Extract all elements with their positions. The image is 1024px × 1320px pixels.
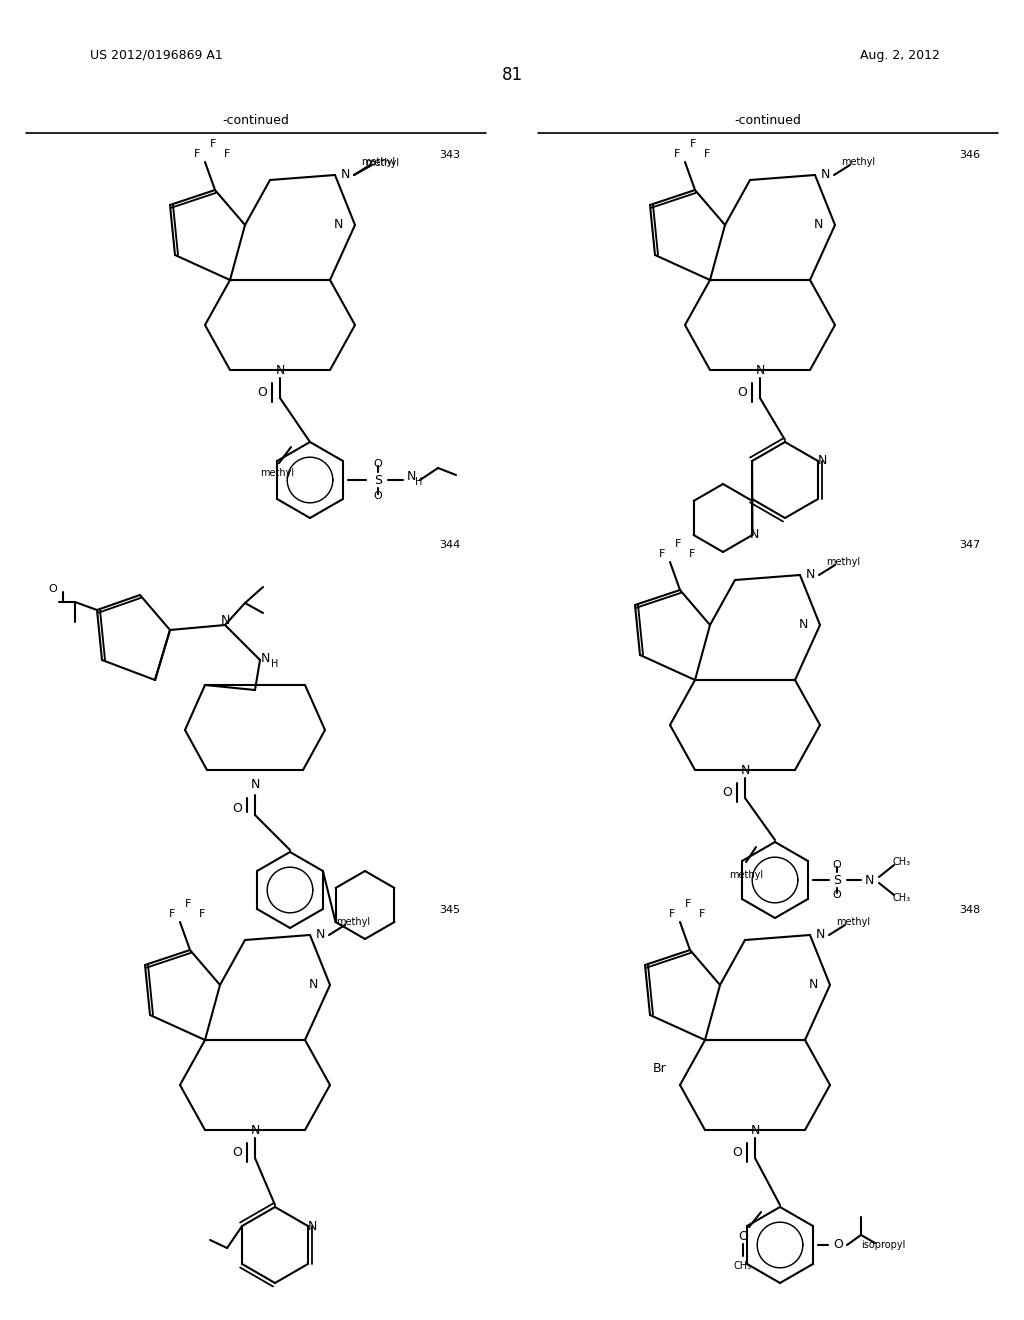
Text: 347: 347 [958, 540, 980, 550]
Text: S: S [833, 874, 841, 887]
Text: N: N [756, 363, 765, 376]
Text: methyl: methyl [729, 870, 763, 880]
Text: CH₃: CH₃ [893, 894, 911, 903]
Text: US 2012/0196869 A1: US 2012/0196869 A1 [90, 49, 223, 62]
Text: CH₃: CH₃ [893, 857, 911, 867]
Text: methyl: methyl [336, 917, 370, 927]
Text: 345: 345 [439, 906, 460, 915]
Text: O: O [738, 1230, 748, 1242]
Text: N: N [805, 569, 815, 582]
Text: O: O [833, 861, 842, 870]
Text: O: O [732, 1147, 742, 1159]
Text: O: O [833, 890, 842, 900]
Text: methyl: methyl [365, 158, 399, 168]
Text: O: O [232, 801, 242, 814]
Text: 348: 348 [958, 906, 980, 915]
Text: 346: 346 [958, 150, 980, 160]
Text: N: N [808, 978, 818, 991]
Text: O: O [257, 387, 267, 400]
Text: F: F [675, 539, 681, 549]
Text: methyl: methyl [841, 157, 876, 168]
Text: F: F [169, 909, 175, 919]
Text: O: O [374, 491, 382, 502]
Text: N: N [815, 928, 824, 941]
Text: N: N [250, 779, 260, 792]
Text: 343: 343 [439, 150, 460, 160]
Text: 81: 81 [502, 66, 522, 84]
Text: F: F [685, 899, 691, 909]
Text: methyl: methyl [360, 157, 395, 168]
Text: Aug. 2, 2012: Aug. 2, 2012 [860, 49, 940, 62]
Text: isopropyl: isopropyl [861, 1239, 905, 1250]
Text: N: N [315, 928, 325, 941]
Text: Br: Br [653, 1061, 667, 1074]
Text: -continued: -continued [734, 114, 802, 127]
Text: F: F [224, 149, 230, 158]
Text: methyl: methyl [260, 469, 294, 478]
Text: O: O [374, 459, 382, 469]
Text: F: F [199, 909, 205, 919]
Text: N: N [407, 470, 416, 483]
Text: F: F [689, 549, 695, 558]
Text: N: N [250, 1123, 260, 1137]
Text: N: N [751, 1123, 760, 1137]
Text: H: H [271, 659, 279, 669]
Text: N: N [275, 363, 285, 376]
Text: F: F [669, 909, 675, 919]
Text: methyl: methyl [826, 557, 860, 568]
Text: N: N [334, 219, 343, 231]
Text: -continued: -continued [222, 114, 290, 127]
Text: F: F [698, 909, 706, 919]
Text: H: H [416, 477, 423, 487]
Text: O: O [48, 583, 57, 594]
Text: N: N [340, 169, 349, 181]
Text: N: N [799, 619, 808, 631]
Text: N: N [820, 169, 829, 181]
Text: N: N [864, 874, 873, 887]
Text: N: N [308, 978, 317, 991]
Text: O: O [737, 387, 746, 400]
Text: N: N [750, 528, 759, 541]
Text: O: O [834, 1238, 843, 1251]
Text: F: F [703, 149, 711, 158]
Text: N: N [260, 652, 269, 664]
Text: F: F [674, 149, 680, 158]
Text: F: F [194, 149, 200, 158]
Text: N: N [220, 614, 229, 627]
Text: F: F [658, 549, 666, 558]
Text: N: N [818, 454, 827, 467]
Text: F: F [184, 899, 191, 909]
Text: F: F [210, 139, 216, 149]
Text: S: S [374, 474, 382, 487]
Text: N: N [813, 219, 822, 231]
Text: N: N [308, 1220, 317, 1233]
Text: methyl: methyl [836, 917, 870, 927]
Text: O: O [232, 1147, 242, 1159]
Text: N: N [740, 763, 750, 776]
Text: CH₃: CH₃ [734, 1261, 752, 1271]
Text: 344: 344 [438, 540, 460, 550]
Text: O: O [722, 787, 732, 800]
Text: F: F [690, 139, 696, 149]
